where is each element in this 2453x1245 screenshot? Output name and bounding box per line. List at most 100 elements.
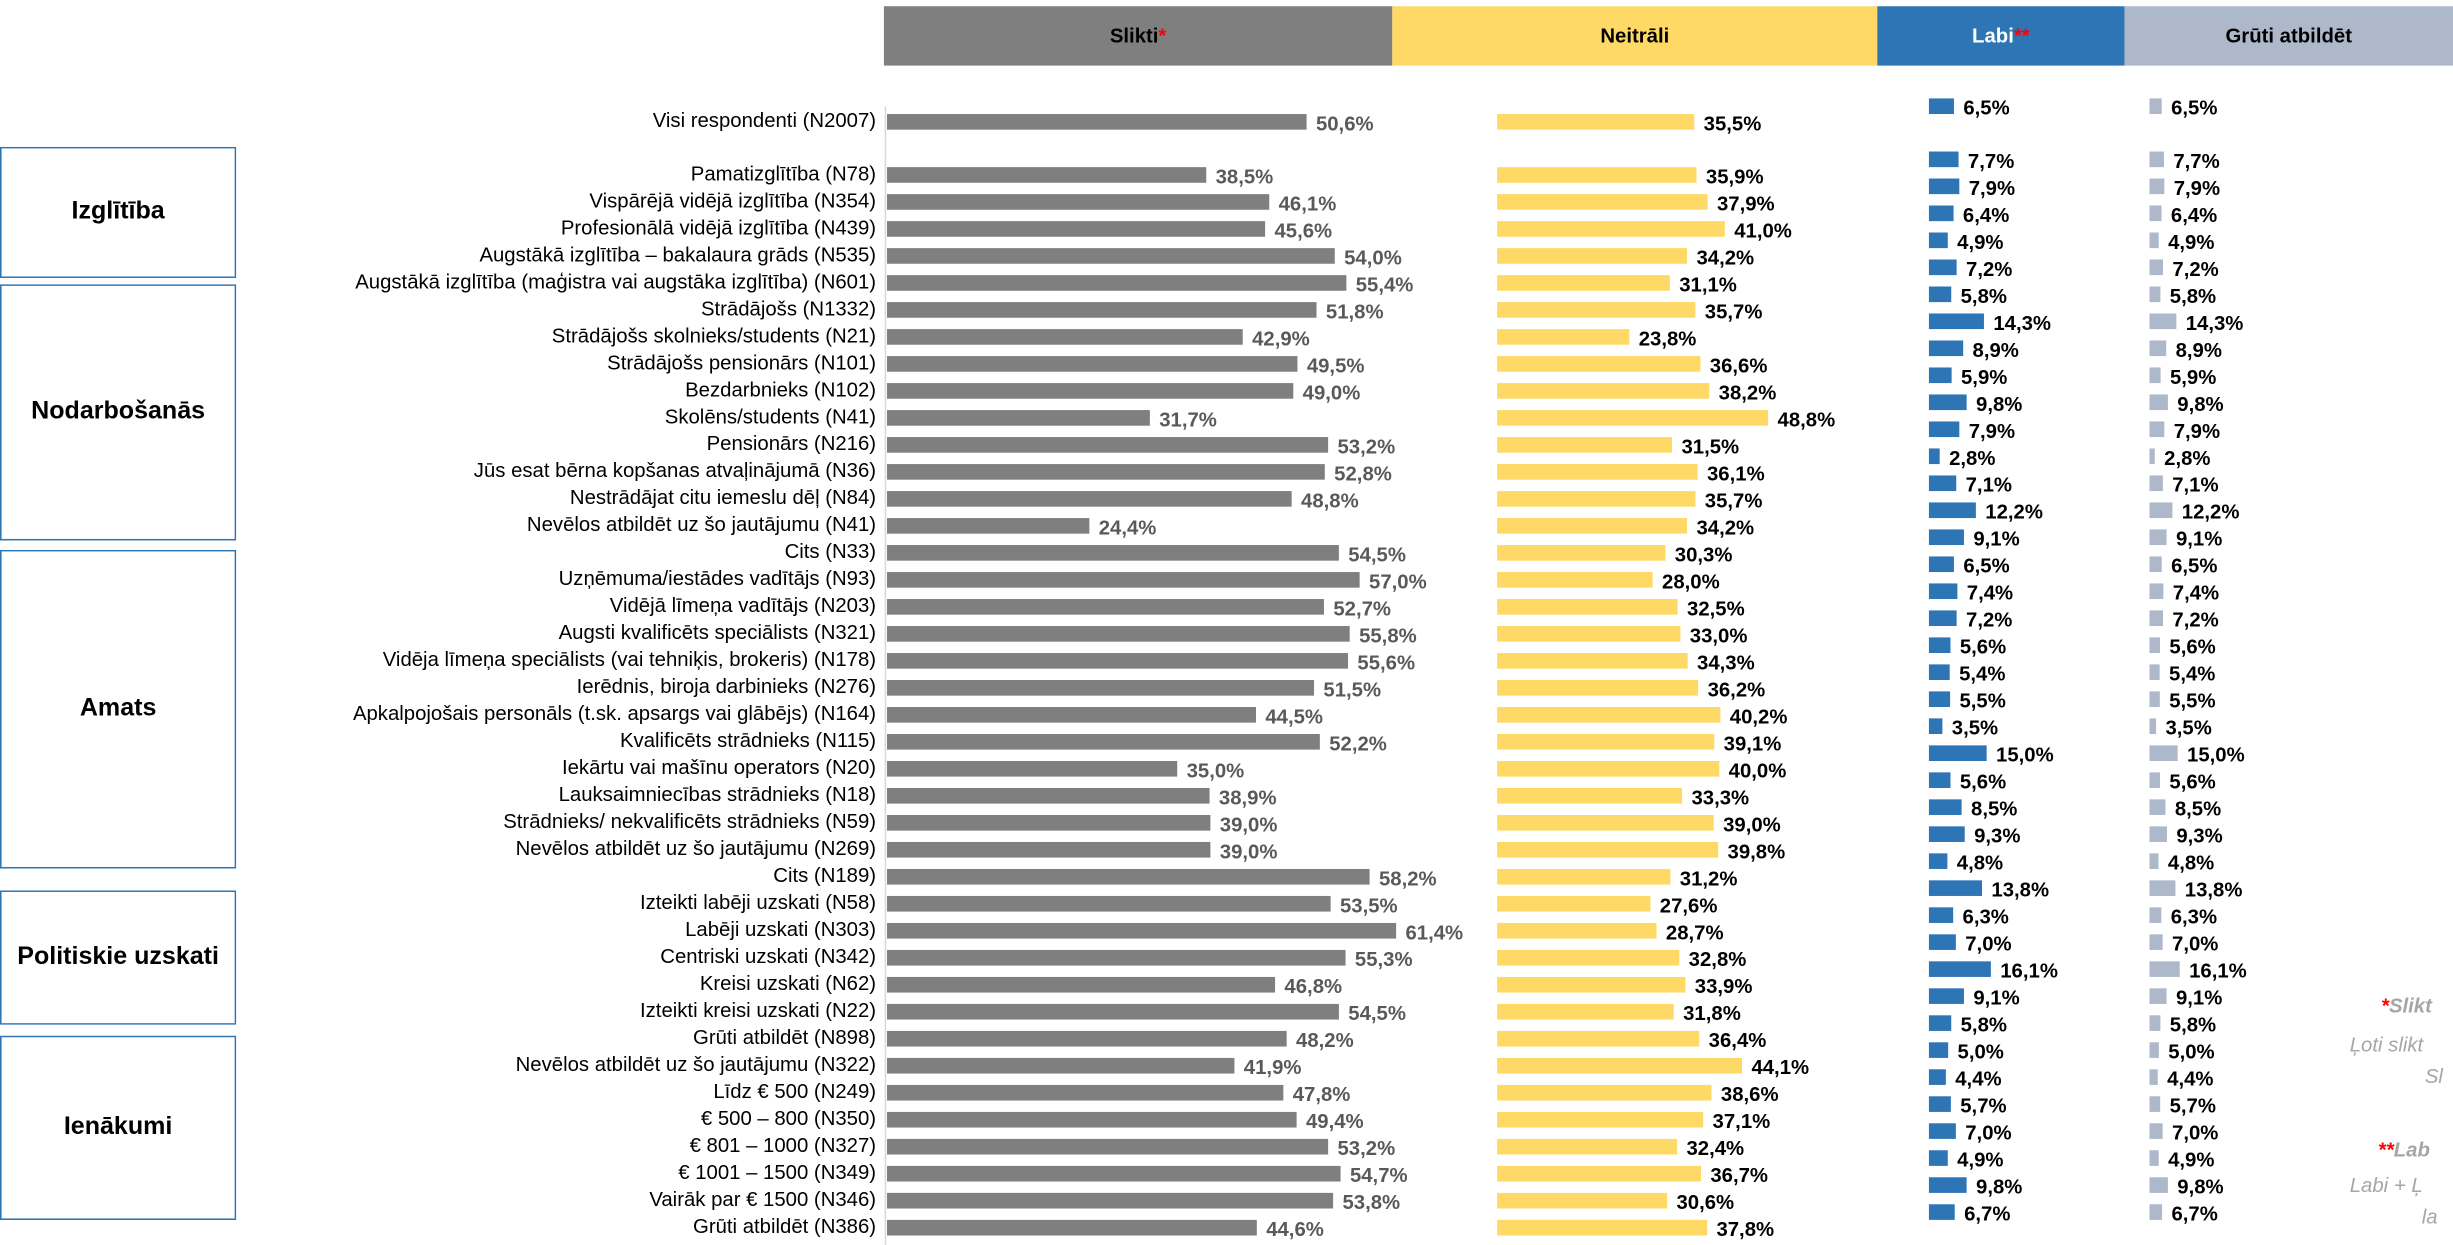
bar bbox=[2149, 934, 2163, 950]
bar bbox=[1497, 949, 1680, 966]
header-marker: ** bbox=[2014, 26, 2030, 48]
category-label: Augstākā izglītība – bakalaura grāds (N5… bbox=[479, 244, 876, 266]
bar bbox=[1928, 745, 1987, 761]
note-text: Slikt bbox=[2389, 996, 2433, 1018]
bar bbox=[887, 1030, 1287, 1047]
group-box: Amats bbox=[0, 549, 237, 869]
bar bbox=[2149, 1069, 2158, 1085]
value-label: 51,8% bbox=[1326, 301, 1384, 323]
value-label: 49,4% bbox=[1306, 1111, 1364, 1133]
bar bbox=[2149, 772, 2161, 788]
bar bbox=[1928, 1204, 1955, 1220]
value-label: 8,9% bbox=[2176, 340, 2222, 362]
value-label: 39,1% bbox=[1724, 733, 1782, 755]
category-label: € 1001 – 1500 (N349) bbox=[678, 1162, 876, 1184]
value-label: 37,9% bbox=[1717, 193, 1775, 215]
bar bbox=[887, 275, 1347, 291]
category-label: Jūs esat bērna kopšanas atvaļinājumā (N3… bbox=[474, 460, 876, 482]
value-label: 4,8% bbox=[2168, 853, 2214, 875]
value-label: 5,4% bbox=[2169, 664, 2215, 686]
bar bbox=[1497, 1138, 1678, 1155]
bar bbox=[1928, 259, 1957, 276]
note-marker: * bbox=[2381, 996, 2390, 1018]
value-label: 45,6% bbox=[1274, 220, 1332, 242]
value-label: 7,0% bbox=[1965, 934, 2011, 956]
bar bbox=[1928, 394, 1967, 411]
bar bbox=[1928, 151, 1959, 168]
note-text: Sl bbox=[2425, 1066, 2444, 1088]
bar bbox=[887, 194, 1270, 210]
value-label: 7,1% bbox=[2172, 475, 2218, 497]
bar bbox=[1928, 1150, 1948, 1166]
category-label: Strādājošs skolnieks/students (N21) bbox=[552, 325, 876, 347]
value-label: 24,4% bbox=[1099, 517, 1157, 539]
column-header-label: Slikti* bbox=[1110, 26, 1167, 48]
category-label: € 500 – 800 (N350) bbox=[701, 1108, 876, 1130]
value-label: 13,8% bbox=[1991, 880, 2049, 902]
bar bbox=[1928, 880, 1983, 896]
category-label: Nevēlos atbildēt uz šo jautājumu (N41) bbox=[527, 514, 876, 536]
bar bbox=[2149, 178, 2165, 195]
note: Ļoti slikt bbox=[2350, 1035, 2425, 1057]
value-label: 52,2% bbox=[1329, 733, 1387, 755]
value-label: 5,8% bbox=[2170, 1015, 2216, 1037]
value-label: 34,3% bbox=[1697, 652, 1755, 674]
value-label: 33,0% bbox=[1690, 625, 1748, 647]
value-label: 36,1% bbox=[1707, 463, 1765, 485]
bar bbox=[1497, 194, 1708, 210]
bar bbox=[2149, 1204, 2163, 1220]
value-label: 9,3% bbox=[2176, 826, 2222, 848]
value-label: 3,5% bbox=[2165, 718, 2211, 740]
category-label: Apkalpojošais personāls (t.sk. apsargs v… bbox=[353, 703, 876, 725]
bar bbox=[1928, 907, 1954, 923]
column-header bbox=[1392, 6, 1878, 66]
bar bbox=[887, 1084, 1284, 1101]
note: **Lab bbox=[2378, 1140, 2430, 1162]
value-label: 6,3% bbox=[1963, 907, 2009, 929]
category-label: Profesionālā vidējā izglītība (N439) bbox=[561, 217, 876, 239]
note: Labi + Ļ bbox=[2350, 1176, 2423, 1198]
value-label: 35,7% bbox=[1705, 301, 1763, 323]
bar bbox=[887, 572, 1360, 588]
bar bbox=[887, 1165, 1341, 1182]
value-label: 35,0% bbox=[1187, 760, 1245, 782]
value-label: 5,6% bbox=[2169, 637, 2215, 659]
value-label: 9,8% bbox=[1976, 394, 2022, 416]
bar bbox=[1497, 1111, 1704, 1128]
bar bbox=[1928, 313, 1984, 330]
value-label: 44,1% bbox=[1751, 1057, 1809, 1079]
category-label: Cits (N33) bbox=[785, 541, 876, 563]
value-label: 7,2% bbox=[2172, 610, 2218, 632]
bar bbox=[1497, 976, 1686, 993]
value-label: 6,5% bbox=[2171, 556, 2217, 578]
bar bbox=[1497, 626, 1681, 642]
value-label: 5,7% bbox=[1960, 1096, 2006, 1118]
value-label: 7,7% bbox=[1968, 151, 2014, 173]
bar bbox=[887, 248, 1335, 264]
value-label: 46,1% bbox=[1279, 193, 1337, 215]
value-label: 7,4% bbox=[1967, 583, 2013, 605]
bar bbox=[1928, 98, 1954, 115]
value-label: 39,8% bbox=[1728, 841, 1786, 863]
bar bbox=[887, 680, 1315, 696]
category-label: Izteikti labēji uzskati (N58) bbox=[640, 892, 876, 914]
bar bbox=[1497, 868, 1671, 885]
value-label: 51,5% bbox=[1323, 679, 1381, 701]
bar bbox=[1928, 610, 1957, 627]
category-label: Nevēlos atbildēt uz šo jautājumu (N322) bbox=[516, 1054, 876, 1076]
value-label: 5,8% bbox=[1961, 286, 2007, 308]
value-label: 5,9% bbox=[1961, 367, 2007, 389]
value-label: 39,0% bbox=[1723, 814, 1781, 836]
value-label: 5,4% bbox=[1959, 664, 2005, 686]
value-label: 6,5% bbox=[2171, 98, 2217, 120]
value-label: 55,3% bbox=[1355, 949, 1413, 971]
value-label: 5,9% bbox=[2170, 367, 2216, 389]
bar bbox=[887, 383, 1294, 399]
value-label: 9,3% bbox=[1974, 826, 2020, 848]
bar bbox=[1497, 814, 1714, 831]
bar bbox=[2149, 205, 2162, 222]
bar bbox=[1497, 680, 1699, 696]
value-label: 5,5% bbox=[2169, 691, 2215, 713]
bar bbox=[1928, 448, 1940, 465]
